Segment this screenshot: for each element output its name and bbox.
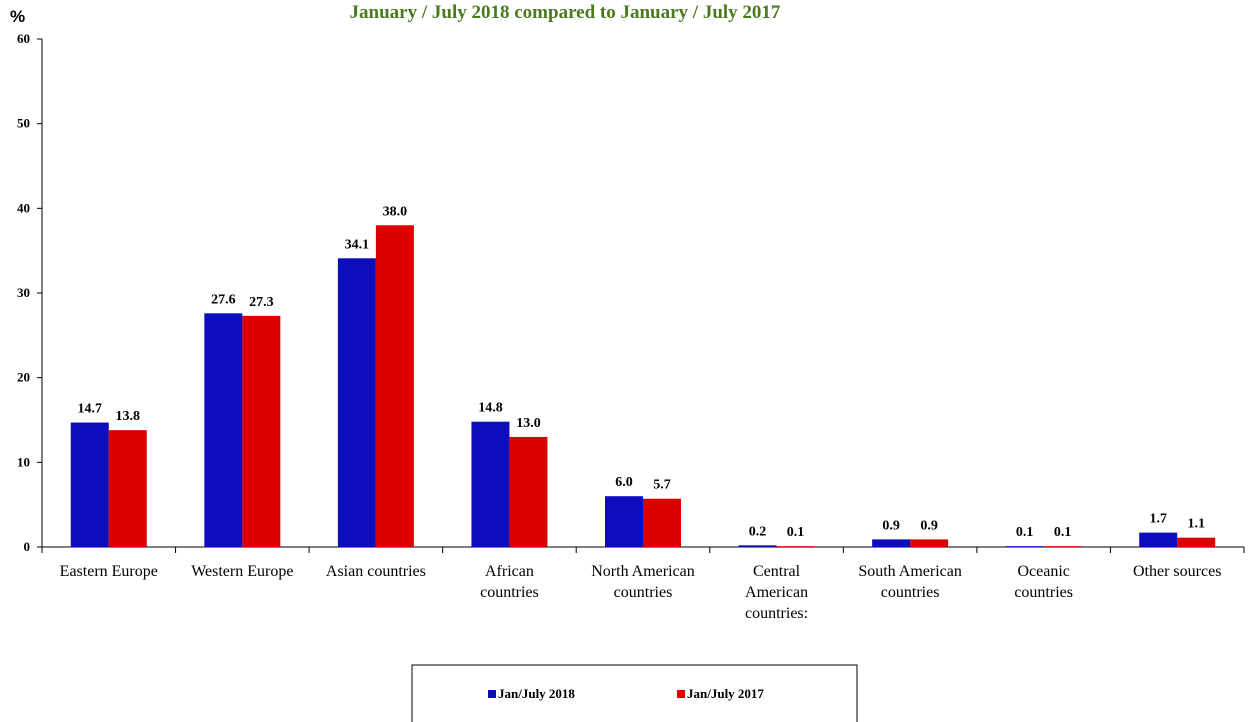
- legend-label-series-2: Jan/July 2017: [687, 686, 764, 701]
- legend: Jan/July 2018 Jan/July 2017: [411, 664, 858, 722]
- data-label-series-2: 13.0: [516, 416, 541, 431]
- data-label-series-1: 0.2: [749, 524, 767, 539]
- data-label-series-2: 27.3: [249, 295, 274, 310]
- legend-label-series-1: Jan/July 2018: [498, 686, 575, 701]
- data-label-series-1: 0.1: [1016, 525, 1034, 540]
- bar-series-1: [337, 258, 376, 547]
- data-label-series-1: 6.0: [615, 475, 633, 490]
- data-label-series-2: 38.0: [383, 204, 408, 219]
- y-tick-label: 40: [17, 200, 30, 215]
- x-tick-label: Eastern Europe: [60, 563, 158, 580]
- legend-swatch-series-2: [677, 690, 685, 698]
- bar-series-1: [70, 422, 109, 547]
- data-label-series-1: 14.7: [78, 402, 103, 417]
- data-label-series-2: 13.8: [116, 409, 141, 424]
- x-tick-label: Central American countries:: [745, 563, 808, 622]
- data-label-series-1: 1.7: [1149, 512, 1167, 527]
- y-tick-label: 0: [24, 539, 31, 554]
- bar-series-1: [204, 313, 243, 547]
- x-tick-label: Asian countries: [326, 563, 426, 580]
- bar-series-2: [776, 546, 815, 547]
- y-tick-label: 10: [17, 454, 30, 469]
- x-tick-label: Oceanic countries: [1014, 563, 1073, 601]
- bar-series-1: [1005, 546, 1044, 547]
- y-tick-label: 50: [17, 116, 30, 131]
- bar-series-1: [872, 539, 911, 547]
- legend-swatch-series-1: [488, 690, 496, 698]
- bar-series-1: [471, 421, 510, 547]
- chart-title: January / July 2018 compared to January …: [350, 2, 781, 23]
- data-label-series-1: 14.8: [478, 401, 503, 416]
- bar-series-2: [509, 436, 548, 547]
- x-tick-label: North American countries: [591, 563, 695, 601]
- x-tick-label: Western Europe: [191, 563, 293, 580]
- data-label-series-2: 0.1: [1054, 525, 1072, 540]
- bar-series-1: [605, 496, 643, 547]
- y-axis-unit-label: %: [10, 7, 25, 26]
- data-label-series-2: 0.9: [920, 518, 938, 533]
- bar-series-2: [1177, 537, 1216, 547]
- bar-series-2: [910, 539, 949, 547]
- bar-series-1: [738, 545, 777, 547]
- bars: [70, 225, 1216, 547]
- x-axis-ticks: Eastern Europe Western Europe Asian countr…: [60, 563, 1222, 622]
- legend-box: [411, 664, 858, 722]
- data-labels: 14.7 13.8 27.6 27.3 34.1 38.0 14.8 13.0 6.0 5.7 0.…: [78, 204, 1205, 540]
- x-tick-label: African countries: [480, 563, 539, 601]
- bar-series-2: [108, 430, 147, 547]
- y-tick-label: 60: [17, 31, 30, 46]
- y-axis-ticks: 0 10 20 30 40 50 60: [17, 31, 42, 554]
- bar-series-2: [643, 498, 681, 547]
- bar-series-2: [1043, 546, 1082, 547]
- data-label-series-2: 5.7: [653, 478, 671, 493]
- bar-series-2: [375, 225, 414, 547]
- y-tick-label: 30: [17, 285, 30, 300]
- data-label-series-1: 0.9: [882, 518, 900, 533]
- x-tick-label: South American countries: [858, 563, 962, 601]
- data-label-series-2: 1.1: [1187, 517, 1205, 532]
- bar-series-1: [1139, 532, 1178, 547]
- y-tick-label: 20: [17, 370, 30, 385]
- x-tick-label: Other sources: [1133, 563, 1221, 580]
- data-label-series-2: 0.1: [787, 525, 805, 540]
- data-label-series-1: 34.1: [345, 237, 370, 252]
- bar-series-2: [242, 315, 281, 547]
- data-label-series-1: 27.6: [211, 292, 236, 307]
